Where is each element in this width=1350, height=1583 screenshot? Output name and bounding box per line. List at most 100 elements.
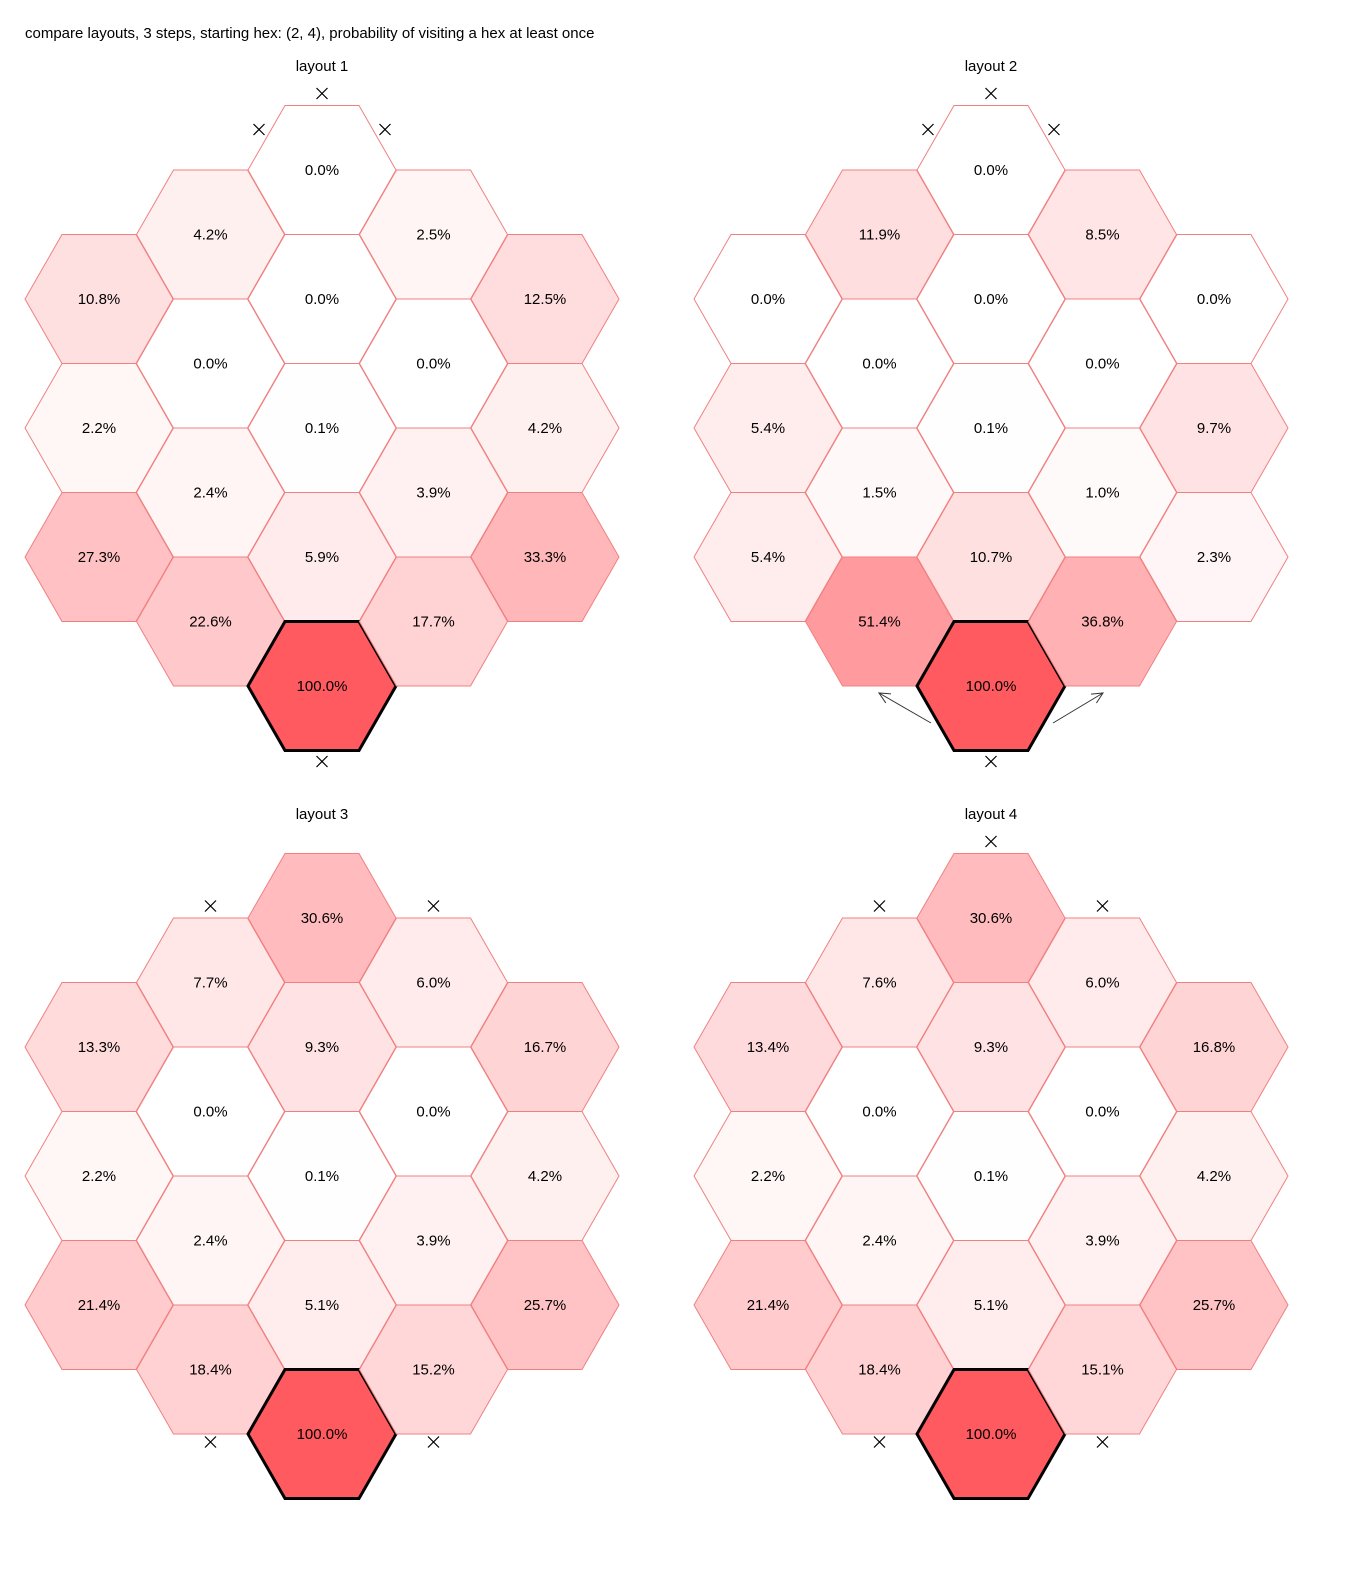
- hex-value-label: 51.4%: [858, 614, 901, 631]
- hex-shape: [1139, 492, 1289, 622]
- hex-value-label: 15.1%: [1081, 1362, 1124, 1379]
- blocked-marker-top-left: [873, 900, 886, 912]
- blocked-marker-bottom-left: [873, 1436, 886, 1448]
- hex-value-label: 0.1%: [305, 420, 339, 437]
- start-hex-cell: 100.0%: [246, 620, 398, 752]
- hex-value-label: 7.7%: [193, 975, 227, 992]
- blocked-marker-top-left: [253, 123, 265, 136]
- hex-cell: 3.9%: [1027, 1175, 1178, 1306]
- hex-value-label: 0.0%: [305, 291, 339, 308]
- hex-value-label: 16.8%: [1193, 1039, 1236, 1056]
- hex-value-label: 1.5%: [862, 485, 896, 502]
- hex-value-label: 0.0%: [305, 162, 339, 179]
- blocked-marker-top-right: [427, 900, 440, 912]
- panel-title: layout 4: [965, 806, 1018, 823]
- blocked-marker-bottom-right: [427, 1436, 440, 1448]
- hex-value-label: 0.0%: [974, 291, 1008, 308]
- hex-value-label: 4.2%: [528, 420, 562, 437]
- hex-value-label: 4.2%: [193, 227, 227, 244]
- hex-value-label: 0.0%: [193, 1104, 227, 1121]
- hex-value-label: 2.4%: [862, 1233, 896, 1250]
- hex-value-label: 8.5%: [1085, 227, 1119, 244]
- hex-cell: 2.2%: [24, 1111, 174, 1241]
- panel-title: layout 3: [296, 806, 349, 823]
- hex-value-label: 15.2%: [412, 1362, 455, 1379]
- hex-cell: 21.4%: [693, 1240, 843, 1370]
- hex-value-label: 100.0%: [297, 678, 348, 695]
- hex-value-label: 3.9%: [1085, 1233, 1119, 1250]
- hex-value-label: 0.0%: [751, 291, 785, 308]
- hex-cell: 4.2%: [470, 363, 620, 493]
- hex-value-label: 0.0%: [1085, 356, 1119, 373]
- hex-cell: 15.2%: [358, 1304, 509, 1435]
- arrow-lower-left: [878, 692, 932, 724]
- panel-title: layout 2: [965, 58, 1018, 75]
- blocked-marker-bottom-right: [1096, 1436, 1109, 1448]
- blocked-marker-top: [985, 835, 997, 848]
- hex-cell: 25.7%: [470, 1240, 620, 1370]
- blocked-marker-top: [316, 87, 328, 100]
- hex-value-label: 4.2%: [1197, 1168, 1231, 1185]
- start-hex-cell: 100.0%: [246, 1368, 398, 1500]
- hex-cell: 13.3%: [24, 982, 174, 1112]
- hex-value-label: 0.0%: [1197, 291, 1231, 308]
- hex-shape: [1139, 1240, 1289, 1370]
- figure-caption: compare layouts, 3 steps, starting hex: …: [25, 25, 595, 42]
- blocked-marker-top-right: [1048, 123, 1060, 136]
- hex-value-label: 2.2%: [82, 1168, 116, 1185]
- hex-value-label: 5.1%: [974, 1297, 1008, 1314]
- panel-title: layout 1: [296, 58, 349, 75]
- hex-cell: 36.8%: [1027, 556, 1178, 687]
- panel-layout-1: layout 1 10.8% 2.2% 27.3% 4.2% 0.0% 2.4% 22.6% 0…: [24, 58, 620, 768]
- hex-value-label: 0.1%: [974, 420, 1008, 437]
- hex-value-label: 0.0%: [416, 1104, 450, 1121]
- hex-cell: 22.6%: [135, 556, 286, 687]
- hex-value-label: 10.7%: [970, 549, 1013, 566]
- hex-value-label: 25.7%: [524, 1297, 567, 1314]
- arrow-lower-right: [1052, 692, 1104, 724]
- hex-value-label: 7.6%: [862, 975, 896, 992]
- panel-layout-3: layout 3 13.3% 2.2% 21.4% 7.7% 0.0% 2.4% 18.4% 3…: [24, 806, 620, 1500]
- hex-value-label: 27.3%: [78, 549, 121, 566]
- hex-value-label: 13.4%: [747, 1039, 790, 1056]
- hex-value-label: 9.3%: [305, 1039, 339, 1056]
- hex-value-label: 2.3%: [1197, 549, 1231, 566]
- blocked-marker-bottom-left: [204, 1436, 217, 1448]
- hex-value-label: 0.0%: [416, 356, 450, 373]
- hex-value-label: 30.6%: [301, 910, 344, 927]
- hex-value-label: 11.9%: [859, 227, 900, 244]
- hex-cell: 18.4%: [804, 1304, 955, 1435]
- hex-cell: 0.1%: [247, 1111, 397, 1241]
- hex-cell: 9.3%: [916, 982, 1066, 1112]
- hex-cell: 5.4%: [693, 363, 843, 493]
- hex-value-label: 10.8%: [78, 291, 121, 308]
- hex-cell: 4.2%: [470, 1111, 620, 1241]
- hex-value-label: 21.4%: [78, 1297, 121, 1314]
- hex-value-label: 100.0%: [297, 1426, 348, 1443]
- blocked-marker-top: [985, 87, 997, 100]
- hex-value-label: 100.0%: [966, 1426, 1017, 1443]
- hex-value-label: 2.5%: [416, 227, 450, 244]
- blocked-marker-bottom: [316, 755, 328, 768]
- hex-shape: [470, 1240, 620, 1370]
- hex-value-label: 5.4%: [751, 420, 785, 437]
- hex-value-label: 9.3%: [974, 1039, 1008, 1056]
- blocked-marker-top-right: [1096, 900, 1109, 912]
- hex-value-label: 16.7%: [524, 1039, 567, 1056]
- hex-value-label: 6.0%: [416, 975, 450, 992]
- hex-cell: 25.7%: [1139, 1240, 1289, 1370]
- hex-value-label: 0.0%: [862, 1104, 896, 1121]
- hex-value-label: 0.0%: [1085, 1104, 1119, 1121]
- hex-value-label: 33.3%: [524, 549, 567, 566]
- hex-value-label: 9.7%: [1197, 420, 1231, 437]
- hex-value-label: 17.7%: [412, 614, 455, 631]
- hex-value-label: 22.6%: [189, 614, 232, 631]
- hex-value-label: 12.5%: [524, 291, 567, 308]
- hex-value-label: 0.0%: [193, 356, 227, 373]
- blocked-marker-top-left: [922, 123, 934, 136]
- hex-value-label: 18.4%: [858, 1362, 901, 1379]
- hex-value-label: 30.6%: [970, 910, 1013, 927]
- hex-value-label: 4.2%: [528, 1168, 562, 1185]
